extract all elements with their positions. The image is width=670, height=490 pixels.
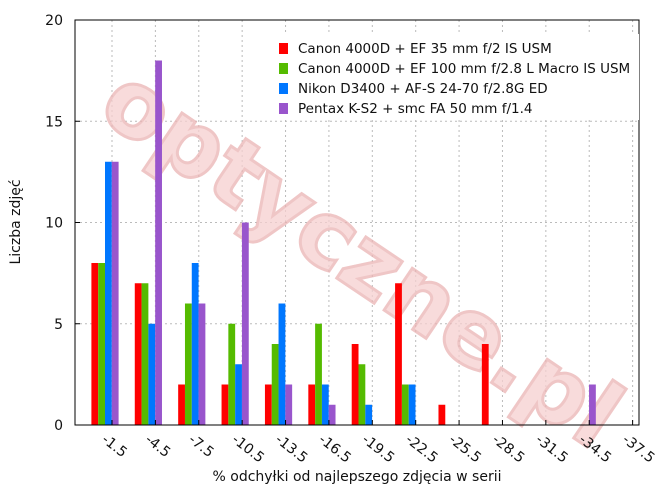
- legend: Canon 4000D + EF 35 mm f/2 IS USM Canon 4…: [279, 41, 630, 117]
- bar: [271, 344, 279, 425]
- y-tick-label: 0: [54, 418, 63, 434]
- bar: [155, 60, 162, 425]
- bar: [228, 323, 236, 425]
- bar: [134, 283, 142, 425]
- bar: [358, 364, 366, 425]
- bar: [401, 384, 409, 425]
- bars: [91, 60, 596, 425]
- bar: [285, 384, 293, 425]
- bar: [278, 303, 286, 425]
- bar: [235, 364, 242, 425]
- legend-swatch: [279, 103, 288, 114]
- bar: [98, 263, 105, 425]
- y-axis-ticks: 0 5 10 15 20: [45, 13, 80, 434]
- legend-label: Nikon D3400 + AF-S 24-70 f/2.8G ED: [298, 81, 548, 97]
- bar: [241, 222, 249, 425]
- bar: [111, 161, 119, 425]
- y-tick-label: 20: [45, 13, 63, 29]
- bar: [198, 303, 206, 425]
- y-axis-title: Liczba zdjęć: [8, 179, 24, 264]
- bar: [105, 161, 112, 425]
- grid: [75, 20, 639, 425]
- y-tick-label: 15: [45, 114, 63, 130]
- bar: [178, 384, 185, 425]
- legend-label: Pentax K-S2 + smc FA 50 mm f/1.4: [298, 101, 533, 117]
- bar: [395, 283, 402, 425]
- bar: [365, 404, 373, 425]
- bar: [438, 404, 446, 425]
- bar: [351, 344, 359, 425]
- bar: [184, 303, 192, 425]
- bar: [191, 263, 199, 425]
- bar: [264, 384, 272, 425]
- bar: [408, 384, 416, 425]
- legend-swatch: [279, 83, 288, 94]
- y-tick-label: 10: [45, 216, 63, 232]
- bar: [481, 344, 489, 425]
- y-tick-label: 5: [54, 317, 63, 333]
- legend-label: Canon 4000D + EF 35 mm f/2 IS USM: [298, 41, 552, 57]
- bar: [328, 404, 336, 425]
- x-axis-title: % odchyłki od najlepszego zdjęcia w seri…: [213, 469, 502, 485]
- legend-label: Canon 4000D + EF 100 mm f/2.8 L Macro IS…: [298, 61, 630, 77]
- legend-swatch: [279, 43, 288, 54]
- bar: [321, 384, 329, 425]
- bar: [141, 283, 149, 425]
- bar: [308, 384, 316, 425]
- bar: [148, 323, 156, 425]
- bar: [589, 384, 596, 425]
- bar: [315, 323, 322, 425]
- bar: [221, 384, 229, 425]
- legend-swatch: [279, 63, 288, 74]
- bar: [91, 263, 99, 425]
- legend-background: [270, 34, 639, 120]
